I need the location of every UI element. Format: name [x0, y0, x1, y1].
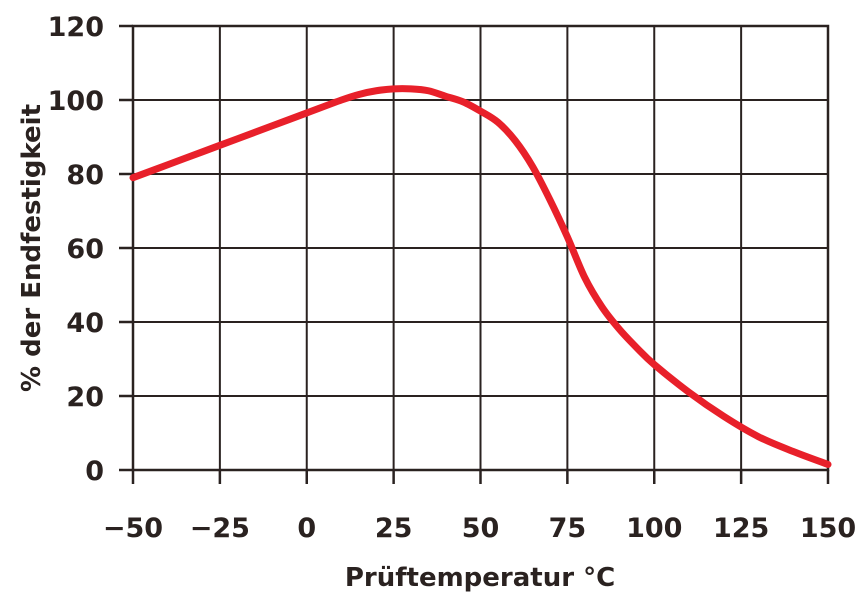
- x-tick-label: 75: [549, 513, 587, 544]
- y-tick-label: 40: [66, 308, 104, 339]
- y-tick-labels: 0 20 40 60 80 100 120: [48, 12, 104, 487]
- y-tick-label: 20: [66, 382, 104, 413]
- x-axis-title: Prüftemperatur °C: [345, 563, 615, 593]
- x-tick-label: −50: [103, 513, 163, 544]
- grid: [133, 26, 828, 470]
- x-tick-label: 125: [713, 513, 769, 544]
- y-axis-title: % der Endfestigkeit: [17, 104, 47, 392]
- y-tick-label: 0: [85, 456, 104, 487]
- x-tick-labels: −50 −25 0 25 50 75 100 125 150: [103, 513, 855, 544]
- x-tick-label: −25: [190, 513, 250, 544]
- x-tick-label: 50: [462, 513, 500, 544]
- y-tick-label: 80: [66, 160, 104, 191]
- series-line: [129, 85, 832, 468]
- x-tick-label: 100: [626, 513, 682, 544]
- plot-frame: [131, 24, 830, 472]
- y-tick-label: 120: [48, 12, 104, 43]
- y-tick-label: 100: [48, 86, 104, 117]
- series: [129, 85, 832, 468]
- y-tick-label: 60: [66, 234, 104, 265]
- x-tick-label: 0: [297, 513, 316, 544]
- axis-ticks: [119, 24, 830, 484]
- x-tick-label: 150: [800, 513, 855, 544]
- x-tick-label: 25: [375, 513, 413, 544]
